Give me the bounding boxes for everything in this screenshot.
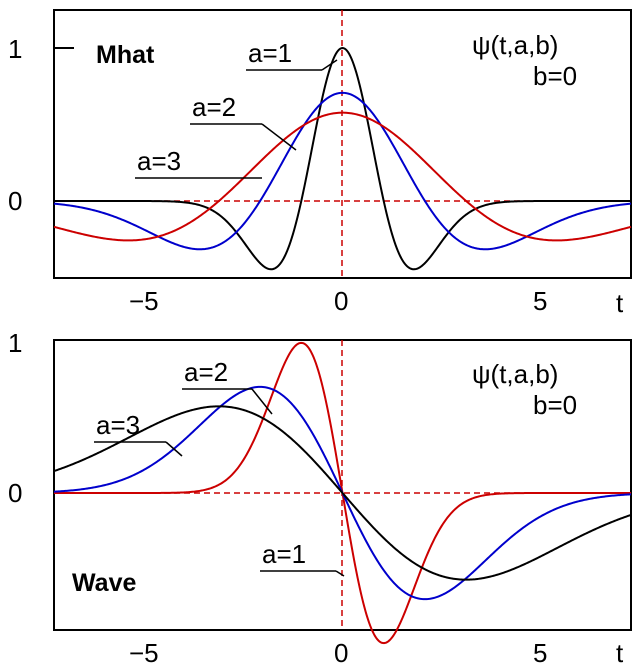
wave-wavelet-name: Wave [72,569,136,597]
wave-ytick-0: 0 [8,478,22,508]
mhat-wavelet-name: Mhat [96,41,155,69]
wave-label-a2-leader [251,388,273,415]
mhat-xlabel: t [616,288,624,318]
wave-xtick-0: 0 [334,638,348,668]
wave-series-a3 [53,405,632,581]
wave-ytick-1: 1 [8,328,22,358]
mhat-label-a1: a=1 [248,38,292,68]
mhat-ytick-1: 1 [8,34,22,64]
wave-formula-b: b=0 [533,390,577,420]
wave-label-a3: a=3 [96,410,140,440]
wave-xlabel: t [616,638,624,668]
mhat-xtick-5: 5 [533,286,547,316]
mhat-series-a1 [54,46,631,271]
mhat-xtick-neg5: −5 [129,286,159,316]
mhat-panel: 1 0 −5 0 5 t Mhat ψ(t,a,b) b=0 a=1 a=2 a… [8,9,632,318]
mhat-formula: ψ(t,a,b) [472,30,558,60]
wave-xtick-5: 5 [533,638,547,668]
mhat-formula-b: b=0 [533,61,577,91]
wave-label-a1-leader [335,570,345,577]
wave-label-a2: a=2 [184,357,228,387]
wave-label-a1: a=1 [262,539,306,569]
mhat-curves [53,46,632,271]
mhat-ytick-0: 0 [8,186,22,216]
mhat-label-a2: a=2 [192,92,236,122]
wave-panel: 1 0 −5 0 5 t Wave ψ(t,a,b) b=0 a=2 a=3 a… [8,328,632,668]
mhat-xtick-0: 0 [334,286,348,316]
mhat-label-a2-leader [261,123,297,151]
mhat-label-a3: a=3 [137,146,181,176]
wave-formula: ψ(t,a,b) [472,359,558,389]
wave-label-a3-leader [165,441,183,457]
wave-curves [53,341,632,645]
wave-xtick-neg5: −5 [129,638,159,668]
mhat-series-a3 [53,111,632,242]
mhat-label-a1-leader [321,59,338,71]
mhat-series-a2 [53,91,632,251]
